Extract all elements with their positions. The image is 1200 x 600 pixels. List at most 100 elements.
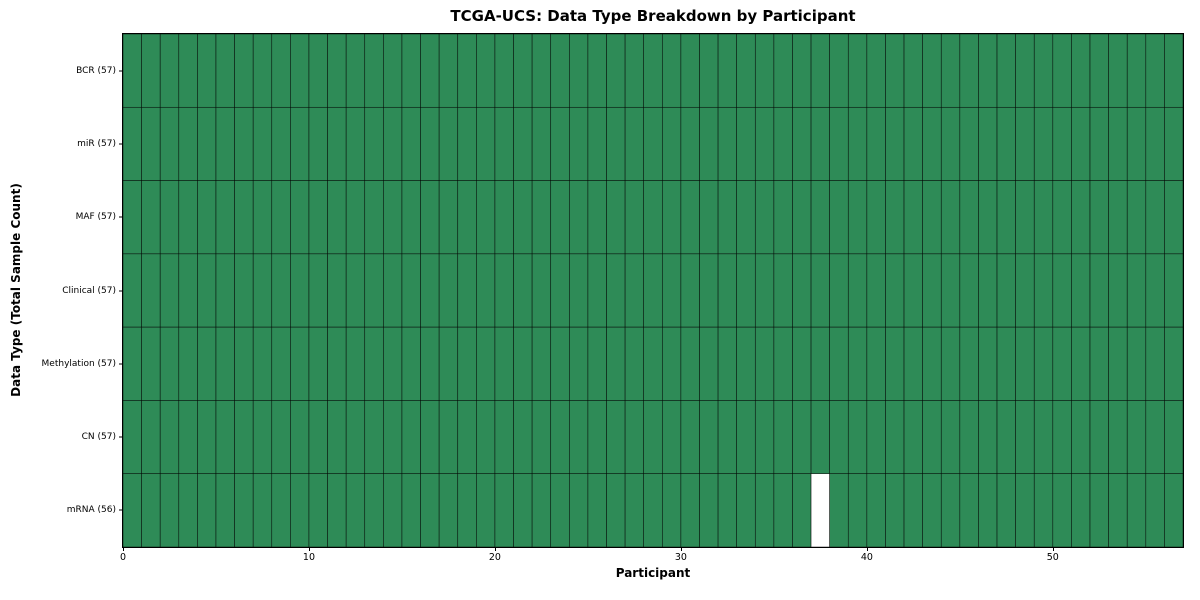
heatmap-cell — [1089, 326, 1109, 401]
heatmap-cell — [1126, 106, 1147, 181]
heatmap-cell — [494, 34, 514, 108]
x-tick-mark — [1052, 547, 1054, 551]
heatmap-cell — [345, 400, 366, 475]
heatmap-cell — [922, 253, 942, 328]
heatmap-cell — [810, 106, 830, 181]
heatmap-cell — [717, 253, 737, 328]
y-tick-label: CN (57) — [81, 432, 116, 443]
heatmap-cell — [1052, 326, 1072, 401]
heatmap-cell — [587, 400, 607, 475]
heatmap-cell — [903, 106, 923, 181]
heatmap-cell — [1033, 180, 1054, 255]
heatmap-cell — [197, 34, 217, 108]
heatmap-cell — [290, 473, 310, 547]
heatmap-cell — [364, 34, 384, 108]
heatmap-cell — [680, 34, 700, 108]
heatmap-cell — [1164, 34, 1183, 108]
heatmap-cell — [401, 180, 421, 255]
heatmap-cell — [1052, 180, 1072, 255]
heatmap-cell — [345, 326, 366, 401]
heatmap-cell — [624, 326, 645, 401]
heatmap-cell — [847, 34, 868, 108]
heatmap-cell — [885, 34, 905, 108]
heatmap-cell — [680, 106, 700, 181]
heatmap-cell — [1033, 400, 1054, 475]
heatmap-cell — [996, 106, 1016, 181]
heatmap-cell — [643, 34, 663, 108]
heatmap-cell — [494, 253, 514, 328]
heatmap-cell — [1089, 473, 1109, 547]
heatmap-cell — [1071, 253, 1091, 328]
heatmap-cell — [940, 326, 961, 401]
x-tick-label: 0 — [119, 552, 127, 563]
x-tick-label: 50 — [1046, 552, 1059, 563]
heatmap-cell — [959, 180, 979, 255]
heatmap-cell — [810, 34, 830, 108]
heatmap-cell — [494, 326, 514, 401]
heatmap-cell — [531, 326, 552, 401]
heatmap-cell — [383, 106, 403, 181]
heatmap-cell — [978, 473, 998, 547]
heatmap-cell — [866, 34, 886, 108]
heatmap-cell — [457, 326, 477, 401]
heatmap-cell — [215, 473, 235, 547]
heatmap-cell — [606, 473, 626, 547]
heatmap-cell — [569, 253, 589, 328]
y-tick-mark — [119, 509, 123, 511]
heatmap-cell — [197, 473, 217, 547]
heatmap-cell — [215, 34, 235, 108]
heatmap-cell — [123, 400, 142, 475]
heatmap-cell — [866, 253, 886, 328]
heatmap-cell — [1108, 400, 1128, 475]
heatmap-cell — [141, 253, 161, 328]
heatmap-cell — [141, 34, 161, 108]
heatmap-cell — [420, 326, 440, 401]
heatmap-cell — [383, 326, 403, 401]
heatmap-cell — [736, 400, 756, 475]
heatmap-cell — [1164, 400, 1183, 475]
heatmap-cell — [978, 326, 998, 401]
heatmap-cell — [438, 180, 459, 255]
heatmap-cell — [364, 473, 384, 547]
heatmap-cell — [123, 180, 142, 255]
heatmap-cell — [940, 253, 961, 328]
heatmap-cell — [457, 473, 477, 547]
heatmap-cell — [940, 473, 961, 547]
heatmap-cell — [476, 106, 496, 181]
heatmap-cell — [1015, 326, 1035, 401]
heatmap-cell — [885, 400, 905, 475]
heatmap-cell — [978, 180, 998, 255]
heatmap-cell — [1052, 106, 1072, 181]
heatmap-cell — [1126, 473, 1147, 547]
heatmap-cell — [290, 253, 310, 328]
heatmap-cell — [773, 326, 793, 401]
heatmap-cell — [531, 400, 552, 475]
heatmap-cell — [717, 106, 737, 181]
heatmap-cell — [1052, 400, 1072, 475]
heatmap-cell — [903, 473, 923, 547]
heatmap-cell — [141, 473, 161, 547]
heatmap-cell — [810, 326, 830, 401]
heatmap-cell — [866, 106, 886, 181]
heatmap-cell — [401, 400, 421, 475]
heatmap-cell — [569, 180, 589, 255]
heatmap-cell — [792, 400, 812, 475]
heatmap-cell — [252, 400, 273, 475]
heatmap-cell — [420, 400, 440, 475]
heatmap-cell — [1033, 326, 1054, 401]
heatmap-cell — [699, 473, 719, 547]
heatmap-cell — [383, 400, 403, 475]
heatmap-cell — [420, 106, 440, 181]
heatmap-cell — [606, 180, 626, 255]
heatmap-cell — [364, 400, 384, 475]
heatmap-cell — [978, 106, 998, 181]
heatmap-cell — [643, 400, 663, 475]
heatmap-cell — [159, 253, 180, 328]
heatmap-cell — [159, 106, 180, 181]
heatmap-cell — [587, 473, 607, 547]
heatmap-cell — [123, 253, 142, 328]
heatmap-cell — [773, 34, 793, 108]
heatmap-cell — [494, 180, 514, 255]
heatmap-cell — [364, 106, 384, 181]
